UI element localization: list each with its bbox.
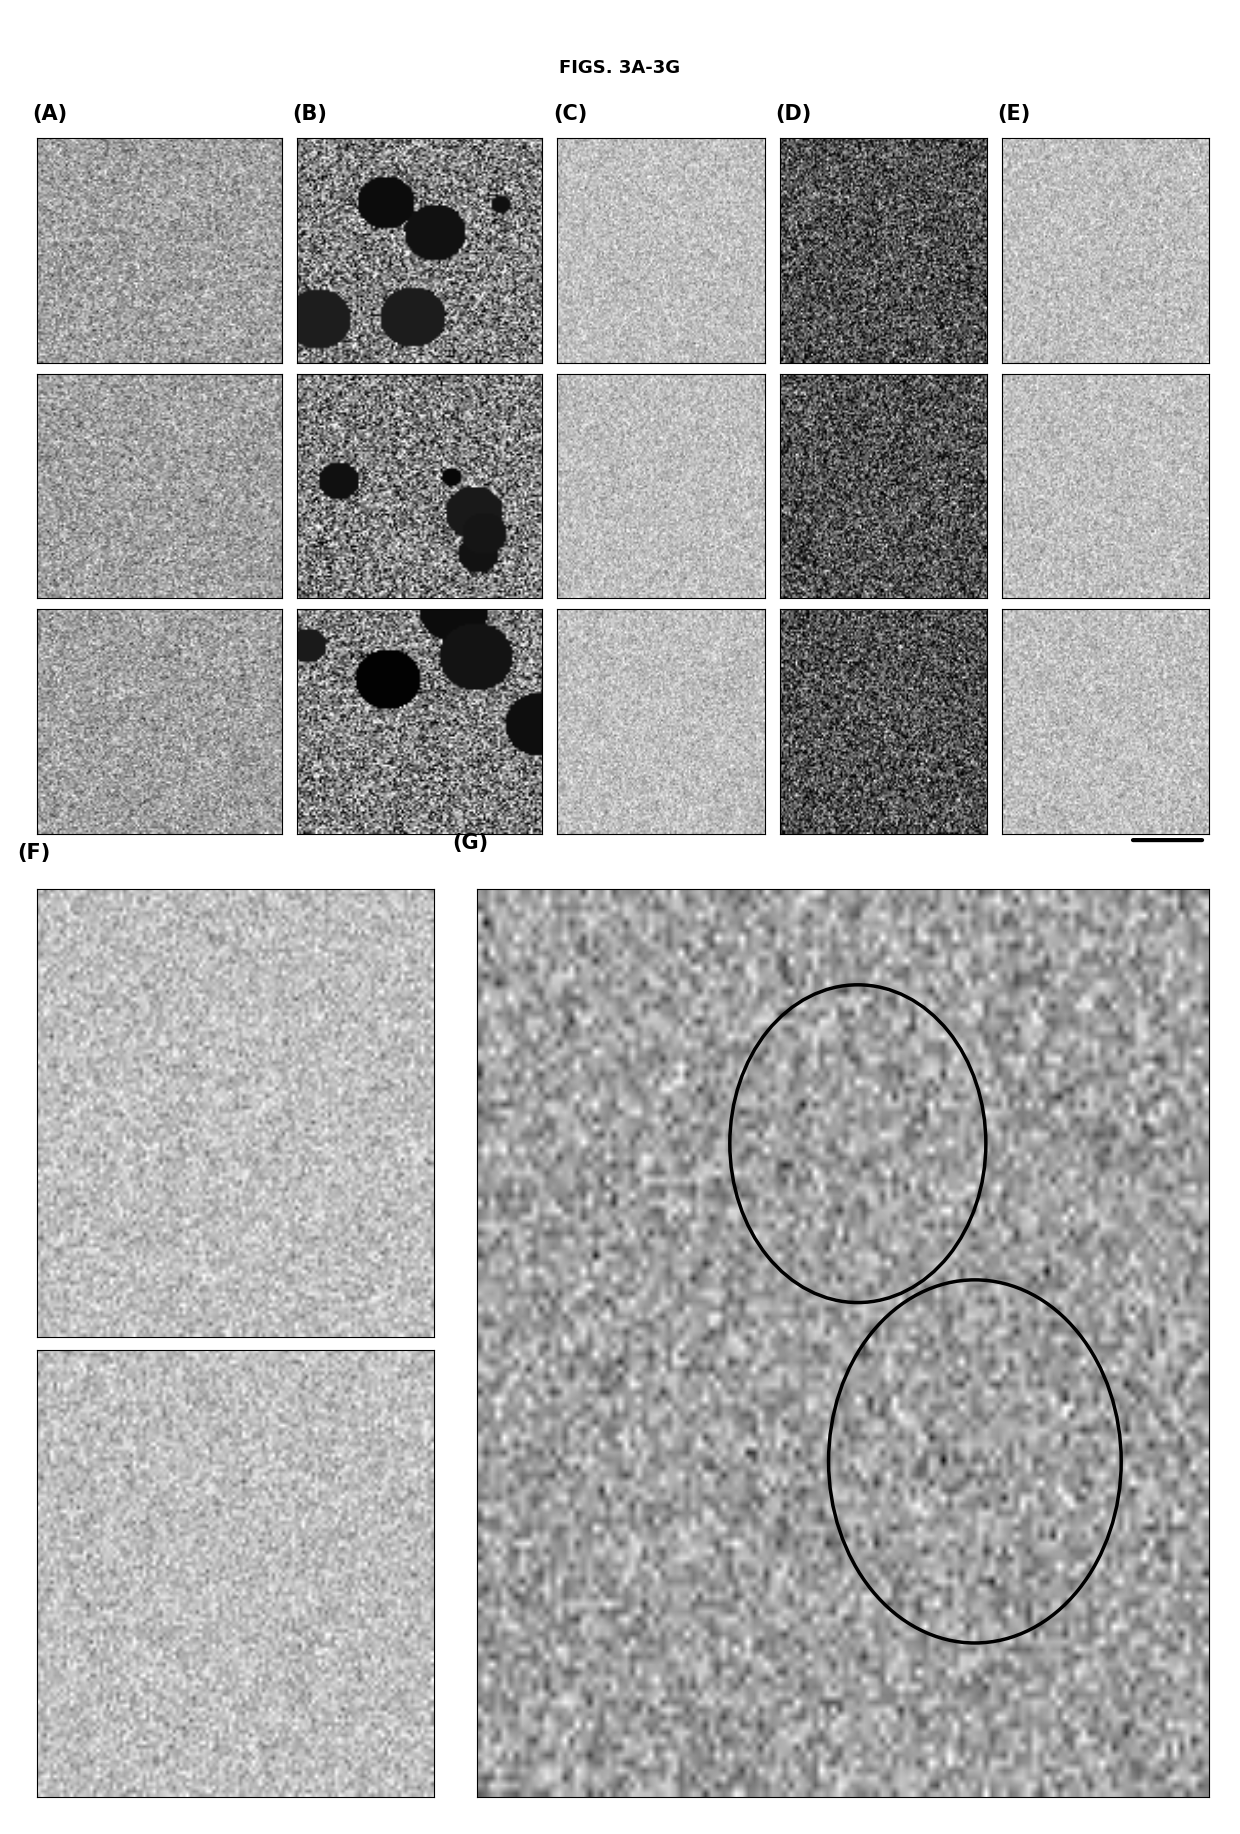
Text: (E): (E) (997, 105, 1030, 125)
Text: (F): (F) (17, 842, 51, 862)
Text: (D): (D) (775, 105, 812, 125)
Text: (A): (A) (32, 105, 67, 125)
Text: (B): (B) (293, 105, 327, 125)
Text: (C): (C) (553, 105, 588, 125)
Text: FIGS. 3A-3G: FIGS. 3A-3G (559, 59, 681, 77)
Text: (G): (G) (451, 833, 487, 853)
